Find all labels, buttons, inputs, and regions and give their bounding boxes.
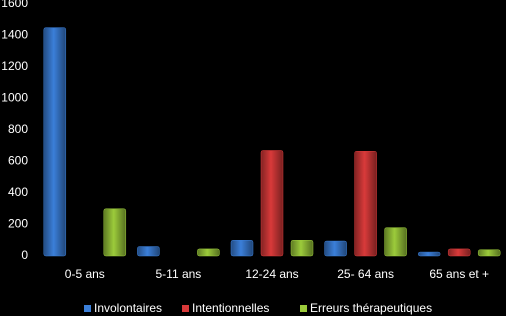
bar	[477, 249, 501, 257]
legend-label: Involontaires	[94, 301, 162, 315]
bar	[103, 208, 127, 257]
y-tick-label: 400	[8, 185, 28, 199]
y-tick-label: 200	[8, 217, 28, 231]
x-tick-label: 65 ans et +	[429, 267, 489, 281]
bar	[384, 227, 407, 257]
y-tick-label: 1400	[1, 28, 28, 42]
y-tick-label: 600	[8, 154, 28, 168]
bar	[324, 240, 347, 257]
y-tick-label: 1200	[1, 59, 28, 73]
y-tick-label: 1000	[1, 91, 28, 105]
bar	[197, 248, 220, 257]
legend-swatch	[182, 305, 189, 312]
x-tick-label: 0-5 ans	[65, 267, 105, 281]
y-tick-label: 1600	[1, 0, 28, 10]
bar	[43, 27, 67, 257]
legend-swatch	[84, 305, 91, 312]
x-tick-label: 12-24 ans	[245, 267, 298, 281]
bar	[447, 248, 471, 257]
x-tick-label: 25- 64 ans	[337, 267, 394, 281]
legend-label: Intentionnelles	[192, 301, 269, 315]
x-tick-label: 5-11 ans	[155, 267, 201, 281]
legend-label: Erreurs thérapeutiques	[310, 301, 432, 315]
bar	[290, 240, 314, 257]
y-tick-label: 800	[8, 122, 28, 136]
bar	[417, 251, 441, 257]
y-tick-label: 0	[21, 248, 28, 262]
bar	[260, 150, 284, 257]
bar	[137, 246, 160, 257]
legend-swatch	[300, 305, 307, 312]
bar	[354, 151, 377, 257]
bar	[230, 240, 254, 257]
